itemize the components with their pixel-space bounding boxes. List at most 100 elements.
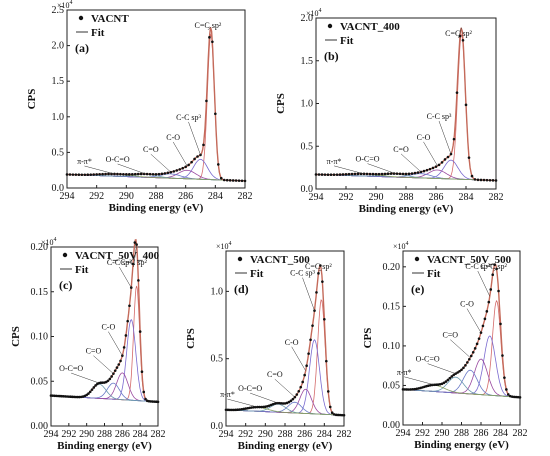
x-tick-label: 282 (238, 191, 253, 202)
data-point (289, 399, 293, 403)
data-point (287, 400, 291, 404)
legend-fit-label: Fit (340, 35, 354, 47)
data-point (443, 158, 447, 161)
data-point (469, 354, 473, 358)
data-point (455, 91, 459, 94)
data-point (136, 172, 140, 176)
annotation-leader (71, 372, 100, 384)
annotation-leader (404, 376, 435, 386)
peak-annotation: C-O (285, 338, 299, 347)
data-point (419, 386, 422, 390)
peak-annotation: C-C sp³ (465, 262, 490, 271)
data-point (226, 408, 230, 412)
x-tick-label: 294 (309, 192, 324, 203)
data-point (493, 263, 496, 266)
panel-label: (e) (411, 282, 424, 296)
data-point (428, 167, 432, 171)
y-multiplier: ×104 (57, 0, 73, 10)
data-point (211, 40, 214, 44)
data-point (250, 406, 253, 409)
y-multiplier: ×104 (216, 241, 232, 251)
data-point (119, 359, 122, 363)
data-point (413, 171, 417, 175)
annotation-leader (438, 120, 452, 155)
data-point (398, 172, 402, 176)
panel-label: (c) (59, 278, 72, 292)
data-point (494, 179, 498, 182)
data-point (283, 402, 287, 405)
data-point (383, 172, 387, 176)
panel-label: (d) (234, 282, 249, 296)
data-point (338, 413, 342, 417)
peak-annotation: C-C sp³ (290, 269, 315, 278)
annotation-leader (172, 141, 188, 167)
data-point (336, 413, 340, 417)
legend-marker (237, 256, 243, 262)
data-point (454, 372, 457, 375)
data-point (471, 350, 475, 354)
panel-a: 294 292 290 288 286 284 282 0.0 0.5 1.0 1.5 2.0 2.5 B… (26, 0, 253, 214)
data-point (224, 408, 228, 412)
data-point (133, 241, 137, 244)
data-point (335, 173, 339, 176)
data-point (334, 413, 338, 417)
y-tick-label: 2.5 (52, 5, 65, 16)
peak-annotation: C=C sp² (445, 29, 472, 38)
data-point (491, 179, 495, 182)
peak-annotation: C=C sp² (195, 21, 222, 30)
peak-annotation: C=O (143, 145, 159, 154)
annotation-leader (117, 163, 146, 175)
data-point (295, 393, 299, 396)
data-point (427, 384, 430, 387)
data-point (434, 383, 438, 387)
data-point (271, 402, 275, 406)
data-point (163, 172, 167, 175)
data-point (341, 173, 345, 176)
data-point (142, 390, 146, 394)
data-point (160, 172, 164, 176)
x-tick-label: 294 (396, 428, 411, 439)
data-point (512, 395, 516, 399)
data-point (319, 264, 322, 267)
x-tick-label: 286 (429, 192, 444, 203)
data-point (386, 172, 390, 176)
data-point (139, 172, 143, 176)
legend-marker (327, 23, 333, 29)
data-point (248, 406, 251, 410)
data-point (461, 38, 465, 42)
data-point (317, 272, 320, 275)
data-point (482, 178, 486, 182)
data-point (110, 375, 113, 378)
data-point (277, 401, 281, 405)
data-point (452, 137, 456, 141)
data-point (122, 346, 126, 349)
data-point (326, 173, 330, 176)
annotation-leader (93, 355, 114, 374)
data-point (501, 354, 504, 357)
legend-fit-label: Fit (427, 268, 441, 280)
data-point (156, 400, 160, 404)
x-tick-label: 284 (133, 429, 148, 440)
data-point (108, 377, 112, 381)
data-point (175, 169, 179, 172)
y-tick-label: 0.15 (31, 287, 49, 298)
data-point (193, 157, 196, 161)
data-point (252, 406, 255, 409)
data-point (115, 366, 119, 369)
panel-d: 294 292 290 288 286 284 282 0.0 0.5 1.0 Binding en… (185, 241, 352, 452)
x-tick-label: 284 (208, 191, 223, 202)
data-point (425, 168, 429, 172)
x-tick-label: 286 (474, 428, 489, 439)
data-point (269, 403, 273, 407)
y-tick-label: 0.05 (383, 380, 401, 391)
legend-fit-label: Fit (75, 264, 89, 276)
x-tick-label: 292 (415, 428, 430, 439)
x-tick-label: 290 (119, 191, 134, 202)
peak-annotation: C-C sp³ (107, 258, 132, 267)
x-tick-label: 286 (297, 429, 312, 440)
data-point (429, 383, 432, 387)
data-point (77, 173, 81, 177)
data-point (422, 169, 426, 173)
data-point (473, 347, 477, 350)
data-point (325, 359, 328, 363)
